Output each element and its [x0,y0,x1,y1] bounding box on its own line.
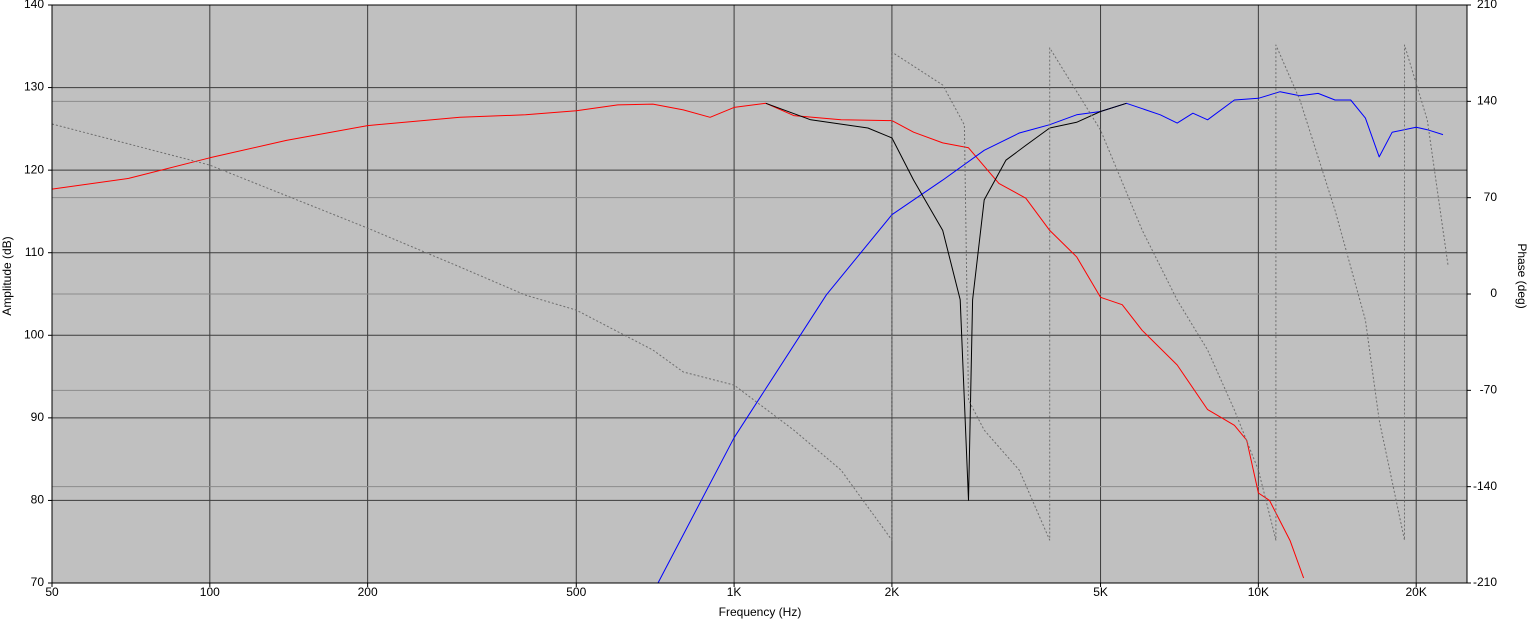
series-group [51,44,1449,584]
y-tick-label: 140 [24,0,44,11]
y-tick-label: 90 [31,410,45,424]
y2-tick-label: 0 [1490,286,1497,300]
y2-tick-label: 140 [1477,94,1497,108]
y-tick-label: 130 [24,80,44,94]
y2-tick-label: -70 [1480,383,1498,397]
series-line [657,91,1444,584]
series-line [765,102,1127,501]
y2-tick-label: -140 [1473,479,1497,493]
y-tick-label: 110 [25,245,44,259]
series-line [51,102,1305,579]
plot-frame [51,4,1468,584]
y2-axis-label: Phase (deg) [1515,243,1529,308]
y-tick-label: 100 [24,327,44,341]
y-tick-label: 120 [24,162,44,176]
x-tick-label: 1K [727,585,742,599]
x-tick-label: 2K [885,585,900,599]
x-tick-label: 10K [1248,585,1269,599]
x-tick-label: 20K [1406,585,1427,599]
x-tick-label: 500 [566,585,586,599]
y2-tick-label: 210 [1477,0,1497,11]
x-tick-label: 100 [200,585,220,599]
y-axis-label: Amplitude (dB) [0,236,14,315]
y-tick-label: 80 [31,493,45,507]
y2-tick-label: 70 [1484,190,1498,204]
y2-tick-label: -210 [1473,575,1497,589]
x-tick-label: 200 [358,585,378,599]
x-tick-label: 50 [45,585,59,599]
y-tick-label: 70 [31,575,45,589]
x-axis-label: Frequency (Hz) [719,605,802,619]
x-tick-label: 5K [1093,585,1108,599]
series-line [51,44,1449,541]
